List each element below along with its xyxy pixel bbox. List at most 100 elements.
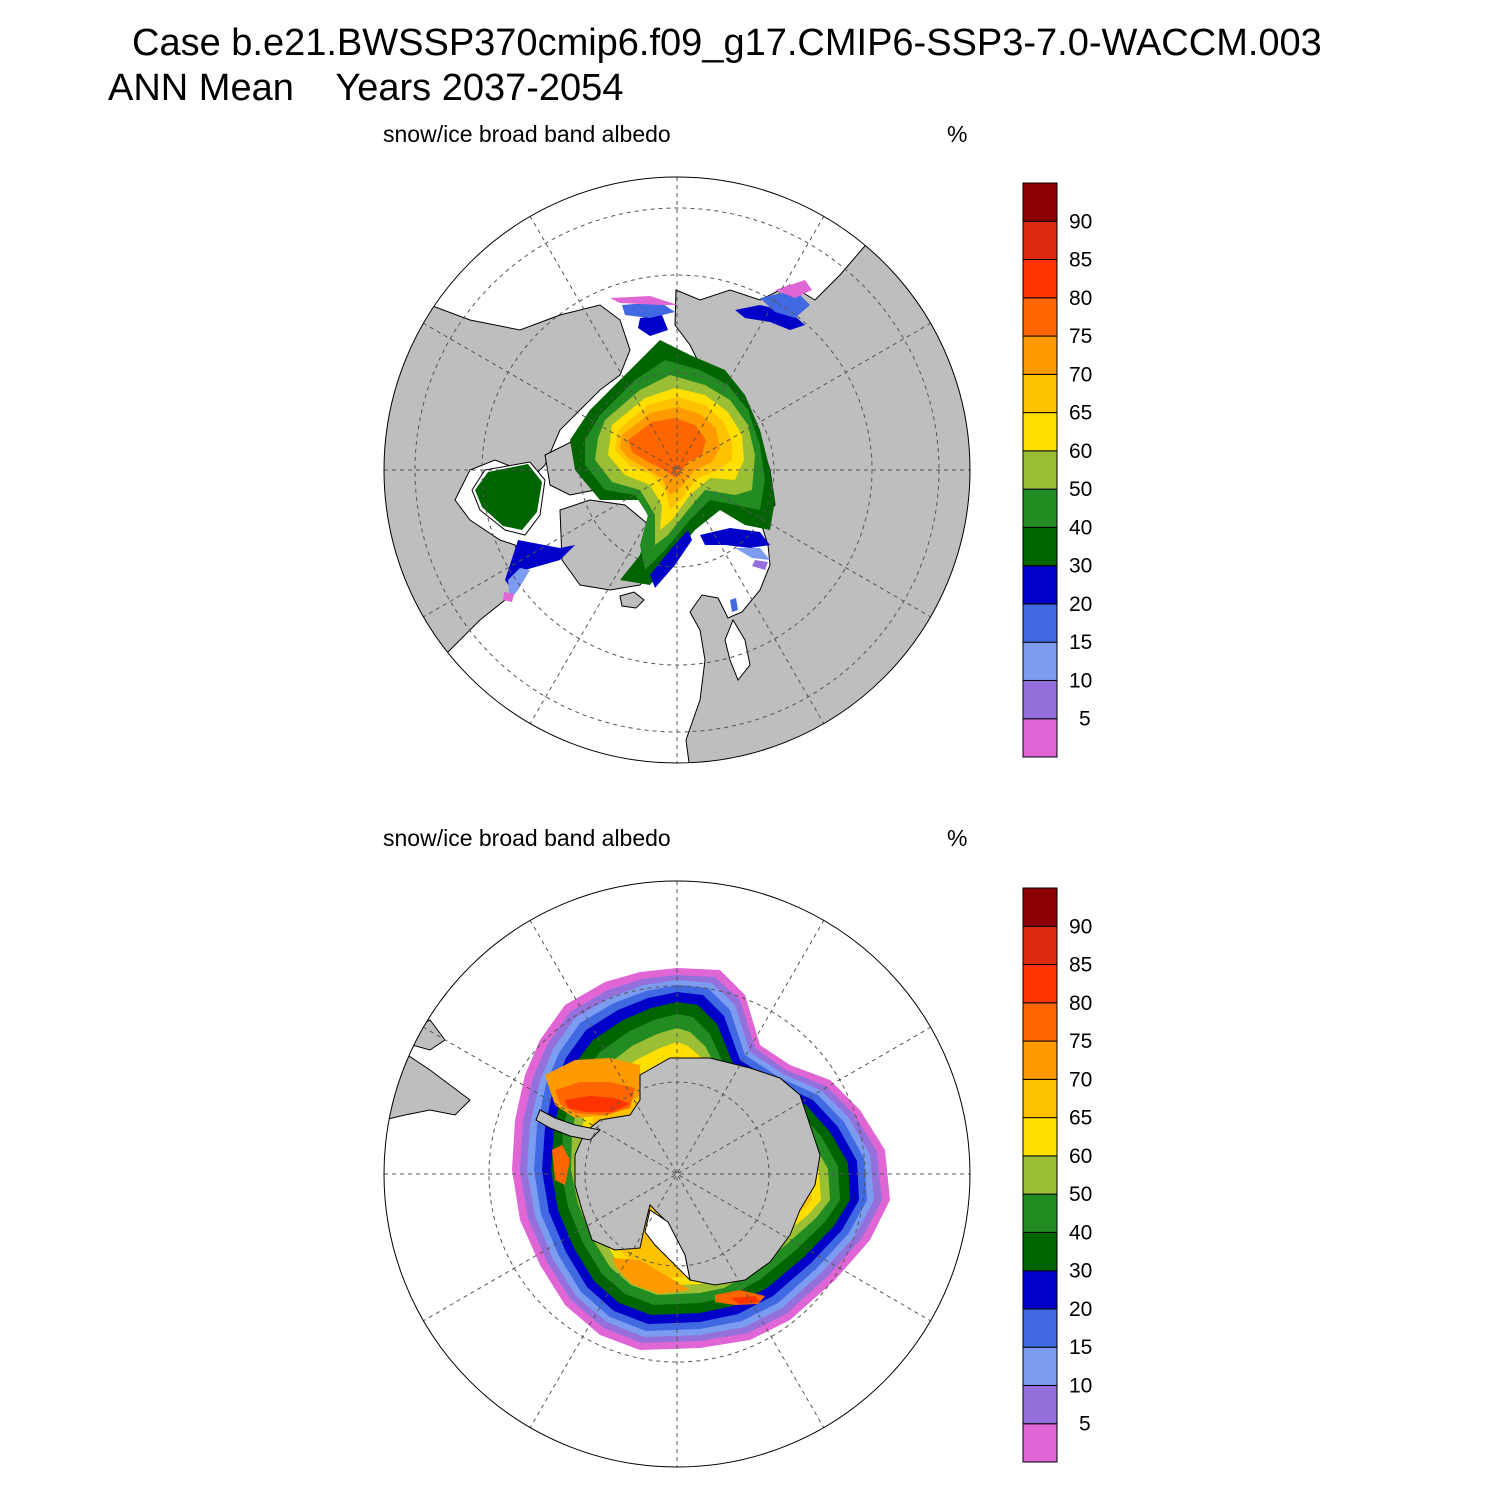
north-colorbar-tick-label: 85 <box>1069 249 1092 272</box>
figure-title-period: ANN Mean Years 2037-2054 <box>108 69 623 107</box>
north-colorbar-swatch <box>1022 450 1058 490</box>
north-sea-ice-albedo-field <box>475 280 812 612</box>
south-colorbar-swatch <box>1022 1270 1058 1310</box>
north-ice-barents-outer <box>735 548 770 560</box>
north-colorbar-swatch <box>1022 603 1058 643</box>
north-ice-barents-fringe <box>752 560 768 570</box>
north-map-border <box>383 176 971 764</box>
north-colorbar-swatch <box>1022 259 1058 299</box>
north-colorbar-tick-label: 40 <box>1069 516 1092 539</box>
north-ice-bering-sea <box>622 302 675 318</box>
south-variable-label: snow/ice broad band albedo <box>383 825 671 851</box>
north-colorbar-swatch <box>1022 718 1058 758</box>
season-label: ANN Mean <box>108 67 294 109</box>
north-colorbar-swatch <box>1022 565 1058 605</box>
south-colorbar-tick-label: 10 <box>1069 1374 1092 1397</box>
south-colorbar-swatch <box>1022 887 1058 927</box>
north-colorbar-tick-label: 75 <box>1069 325 1092 348</box>
north-colorbar-tick-label: 20 <box>1069 593 1092 616</box>
south-colorbar-swatch <box>1022 1384 1058 1425</box>
north-ice-hudson-bay <box>475 464 542 530</box>
south-ice-weddell-80-85 <box>565 1096 630 1112</box>
north-colorbar-tick-label: 65 <box>1069 402 1092 425</box>
north-colorbar-swatch <box>1022 182 1058 222</box>
north-graticule <box>384 177 970 763</box>
south-colorbar-tick-label: 90 <box>1069 915 1092 938</box>
north-land-scandinavia-gulf <box>724 618 751 681</box>
south-colorbar-swatch <box>1022 1040 1058 1080</box>
south-units-label: % <box>947 825 968 851</box>
south-colorbar-tick-label: 40 <box>1069 1221 1092 1244</box>
north-colorbar-swatch <box>1022 220 1058 261</box>
south-colorbar-swatch <box>1022 1423 1058 1463</box>
years-label: Years 2037-2054 <box>335 67 624 109</box>
south-colorbar-swatch <box>1022 1078 1058 1119</box>
north-colorbar-tick-label: 60 <box>1069 440 1092 463</box>
north-colorbar-swatch <box>1022 641 1058 681</box>
figure-title-case: Case b.e21.BWSSP370cmip6.f09_g17.CMIP6-S… <box>132 22 1322 64</box>
south-ice-eastern-coast-80-85 <box>730 1296 760 1304</box>
north-ice-bering-fringe <box>610 296 678 305</box>
north-colorbar-tick-label: 10 <box>1069 669 1092 692</box>
south-colorbar-tick-label: 5 <box>1079 1413 1091 1436</box>
south-colorbar-tick-label: 65 <box>1069 1107 1092 1130</box>
south-colorbar-swatch <box>1022 1117 1058 1157</box>
south-land-south-america <box>384 1049 471 1121</box>
north-ice-baltic <box>730 598 738 612</box>
south-colorbar-swatch <box>1022 1308 1058 1348</box>
north-colorbar-tick-label: 50 <box>1069 478 1092 501</box>
north-colorbar: 5 10 15 20 30 40 50 60 65 70 75 80 85 90 <box>1022 182 1092 758</box>
north-colorbar-swatch <box>1022 373 1058 414</box>
south-colorbar-tick-label: 20 <box>1069 1298 1092 1321</box>
south-colorbar-swatch <box>1022 1002 1058 1042</box>
south-ice-amundsen-75-80 <box>552 1145 570 1185</box>
north-colorbar-tick-label: 30 <box>1069 555 1092 578</box>
south-ice-ross-70-75 <box>612 1258 690 1294</box>
south-colorbar-tick-label: 15 <box>1069 1336 1092 1359</box>
north-ice-greenland-sea-edge <box>650 530 692 588</box>
north-colorbar-tick-label: 15 <box>1069 631 1092 654</box>
north-colorbar-swatch <box>1022 488 1058 528</box>
north-variable-label: snow/ice broad band albedo <box>383 121 671 147</box>
south-land-antarctic-peninsula <box>535 1109 602 1141</box>
south-colorbar-swatch <box>1022 1346 1058 1386</box>
north-colorbar-swatch <box>1022 297 1058 337</box>
south-colorbar-tick-label: 50 <box>1069 1183 1092 1206</box>
north-ice-bering-strait <box>638 315 668 336</box>
south-colorbar-swatch <box>1022 964 1058 1004</box>
south-ross-ice-shelf <box>644 1209 691 1282</box>
north-colorbar-tick-label: 90 <box>1069 210 1092 233</box>
south-polar-map <box>383 880 971 1468</box>
north-ice-labrador-edge <box>505 540 575 590</box>
north-ice-okhotsk-fringe <box>775 280 812 298</box>
north-ice-okhotsk-edge <box>735 305 805 330</box>
south-colorbar-swatch <box>1022 1155 1058 1195</box>
south-colorbar: 5 10 15 20 30 40 50 60 65 70 75 80 85 90 <box>1022 887 1092 1463</box>
south-map-border <box>383 880 971 1468</box>
north-colorbar-swatch <box>1022 679 1058 720</box>
south-colorbar-tick-label: 85 <box>1069 954 1092 977</box>
north-ice-okhotsk-inner <box>760 290 810 318</box>
south-colorbar-tick-label: 30 <box>1069 1260 1092 1283</box>
north-land-iceland <box>619 591 645 609</box>
south-colorbar-tick-label: 75 <box>1069 1030 1092 1053</box>
north-colorbar-swatch <box>1022 335 1058 375</box>
north-ice-labrador-fringe <box>503 592 514 602</box>
north-colorbar-tick-label: 70 <box>1069 363 1092 386</box>
north-colorbar-tick-label: 80 <box>1069 287 1092 310</box>
north-colorbar-swatch <box>1022 412 1058 452</box>
north-colorbar-tick-label: 5 <box>1079 708 1091 731</box>
south-colorbar-tick-label: 70 <box>1069 1068 1092 1091</box>
north-polar-map <box>383 176 971 764</box>
south-colorbar-tick-label: 80 <box>1069 992 1092 1015</box>
north-ice-band-75-80 <box>628 418 706 478</box>
south-colorbar-swatch <box>1022 1193 1058 1233</box>
south-colorbar-swatch <box>1022 925 1058 966</box>
south-graticule <box>384 881 970 1467</box>
south-colorbar-tick-label: 60 <box>1069 1145 1092 1168</box>
north-colorbar-swatch <box>1022 526 1058 567</box>
south-colorbar-swatch <box>1022 1231 1058 1272</box>
north-units-label: % <box>947 121 968 147</box>
north-ice-barents-edge <box>700 528 770 548</box>
